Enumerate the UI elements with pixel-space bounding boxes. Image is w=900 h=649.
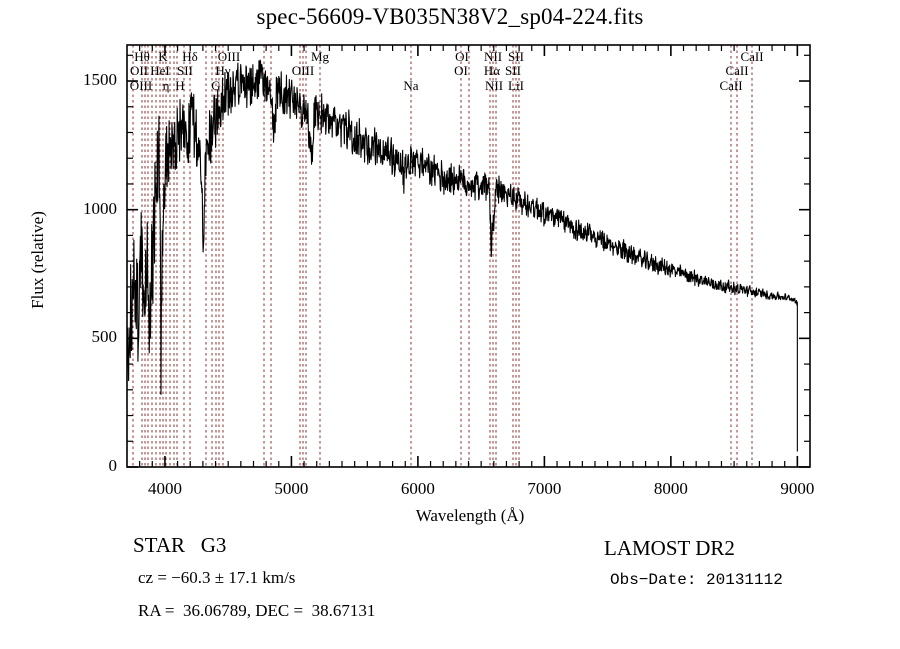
spectral-line-label: OI [454,63,468,78]
spectral-line-label: Mg [310,49,330,64]
spectral-line-label: OIII [129,78,153,93]
x-axis-label: Wavelength (Å) [415,506,525,525]
spectral-line-label: NII [483,49,503,64]
spectral-line-label: NII [484,78,504,93]
spectral-line-label: Hγ [215,63,231,78]
spectral-line-label: Hθ [134,49,150,64]
x-tick-7000: 7000 [527,479,562,498]
spectral-line-label: CaII [740,49,764,64]
spectral-line-label: η [162,78,170,93]
spectral-line-label: G [211,78,221,93]
x-tick-4000: 4000 [147,479,182,498]
spectral-line-label: CaII [719,78,743,93]
spectral-line-label: OI [455,49,469,64]
spectral-line-label: K [158,49,168,64]
redshift-velocity-text: cz = −60.3 ± 17.1 km/s [138,568,296,587]
spectral-line-label: H [175,78,185,93]
y-axis-label: Flux (relative) [28,211,47,309]
spectral-line-label: Hδ [182,49,198,64]
y-tick-1500: 1500 [83,70,117,90]
spectral-line-label: SII [505,63,521,78]
spectral-line-label: CaII [725,63,749,78]
spectrum-curve [126,59,798,452]
spectral-line-label: OIII [291,63,315,78]
spectral-line-label: LiI [508,78,524,93]
x-tick-8000: 8000 [653,479,688,498]
plot-axes [126,44,811,468]
y-tick-500: 500 [91,327,118,347]
x-tick-6000: 6000 [400,479,435,498]
survey-name-text: LAMOST DR2 [604,536,735,560]
object-class-text: STAR G3 [133,533,227,557]
spectral-line-label: OII [129,63,149,78]
page-title: spec-56609-VB035N38V2_sp04-224.fits [256,4,644,29]
x-tick-5000: 5000 [274,479,309,498]
observation-date-text: Obs−Date: 20131112 [610,571,783,589]
spectral-line-label: Hα [483,63,501,78]
spectral-line-label: OIII [217,49,241,64]
y-tick-0: 0 [108,456,118,475]
x-tick-9000: 9000 [780,479,815,498]
spectral-line-label: Na [403,78,419,93]
spectral-line-label: SII [177,63,193,78]
spectral-line-label: SII [508,49,524,64]
spectral-line-label: HeI [150,63,170,78]
y-tick-1000: 1000 [83,198,117,218]
coordinates-text: RA = 36.06789, DEC = 38.67131 [138,601,376,620]
